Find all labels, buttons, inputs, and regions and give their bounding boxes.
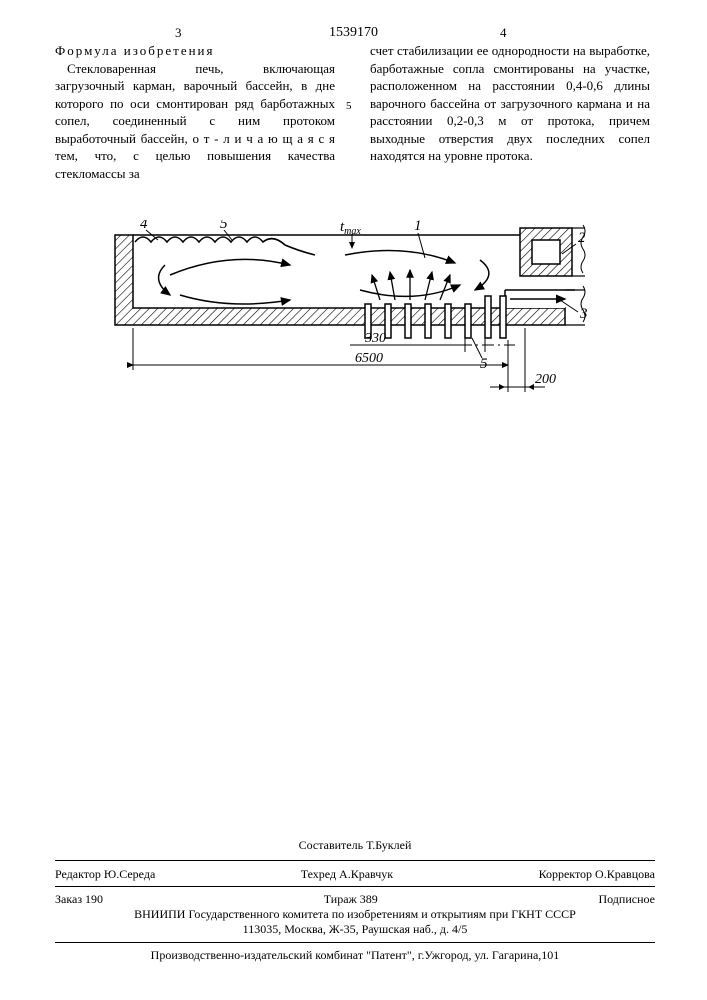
footer-org3: Производственно-издательский комбинат "П… bbox=[55, 948, 655, 963]
left-column: Формула изобретения Стекловаренная печь,… bbox=[55, 42, 335, 182]
footer-credits-row: Редактор Ю.Середа Техред А.Кравчук Корре… bbox=[55, 867, 655, 882]
right-column: счет стабилизации ее однородности на выр… bbox=[370, 42, 650, 165]
page-num-left: 3 bbox=[175, 25, 182, 41]
dim-330: 330 bbox=[364, 331, 386, 346]
formula-title: Формула изобретения bbox=[55, 43, 214, 58]
footer-org1: ВНИИПИ Государственного комитета по изоб… bbox=[55, 907, 655, 922]
tmax-label: tmax bbox=[340, 220, 361, 237]
footer-rule-2 bbox=[55, 884, 655, 889]
label-3: 3 bbox=[579, 306, 588, 322]
footer-rule-1 bbox=[55, 858, 655, 863]
footer-editor: Редактор Ю.Середа bbox=[55, 867, 155, 882]
dim-6500: 6500 bbox=[355, 351, 383, 366]
footer-corrector: Корректор О.Кравцова bbox=[539, 867, 655, 882]
doc-number: 1539170 bbox=[329, 25, 378, 41]
footer-rule-3 bbox=[55, 940, 655, 945]
dim-200: 200 bbox=[535, 372, 556, 387]
label-5b: 5 bbox=[480, 356, 488, 372]
left-body: Стекловаренная печь, включающая загрузоч… bbox=[55, 61, 335, 181]
footer-techred: Техред А.Кравчук bbox=[301, 867, 393, 882]
margin-marker-5: 5 bbox=[346, 100, 352, 112]
label-2: 2 bbox=[578, 230, 586, 246]
label-1: 1 bbox=[414, 220, 422, 234]
footer-org2: 113035, Москва, Ж-35, Раушская наб., д. … bbox=[55, 922, 655, 937]
footer-podpisnoe: Подписное bbox=[598, 892, 655, 907]
footer-tirazh: Тираж 389 bbox=[324, 892, 378, 907]
page-num-right: 4 bbox=[500, 25, 507, 41]
footer-order-row: Заказ 190 Тираж 389 Подписное bbox=[55, 892, 655, 907]
right-body: счет стабилизации ее однородности на выр… bbox=[370, 43, 650, 163]
footer-compiler: Составитель Т.Буклей bbox=[55, 838, 655, 853]
footer-order: Заказ 190 bbox=[55, 892, 103, 907]
technical-diagram: 330 6500 200 1 2 3 4 5 5 tmax bbox=[110, 220, 610, 430]
